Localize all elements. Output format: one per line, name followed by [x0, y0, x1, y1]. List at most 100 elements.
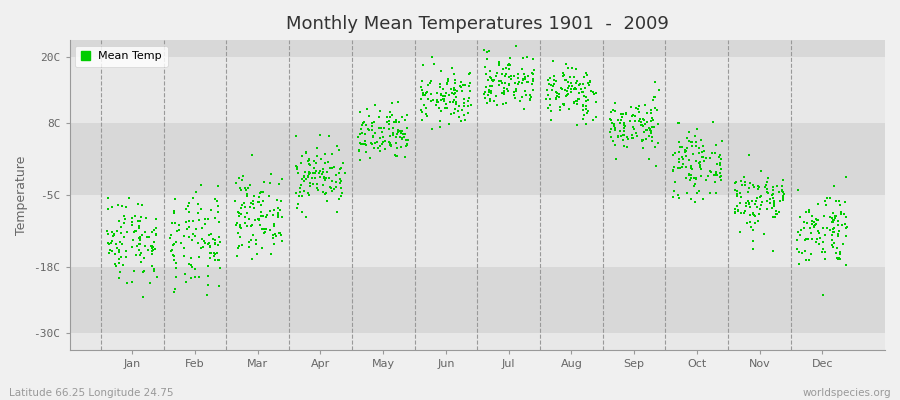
- Point: [740, 220, 754, 226]
- Point: [329, 179, 344, 186]
- Point: [627, 113, 642, 120]
- Point: [766, 184, 780, 190]
- Point: [546, 83, 561, 89]
- Point: [317, 174, 331, 181]
- Point: [504, 76, 518, 82]
- Point: [415, 116, 429, 123]
- Point: [764, 192, 778, 198]
- Point: [329, 208, 344, 215]
- Point: [294, 182, 309, 188]
- Point: [393, 144, 408, 150]
- Point: [188, 266, 202, 272]
- Point: [305, 175, 320, 181]
- Point: [291, 169, 305, 176]
- Point: [512, 79, 526, 86]
- Point: [632, 103, 646, 110]
- Point: [713, 170, 727, 176]
- Point: [114, 230, 129, 236]
- Point: [163, 235, 177, 242]
- Point: [122, 194, 136, 201]
- Point: [805, 213, 819, 220]
- Point: [675, 154, 689, 160]
- Point: [642, 155, 656, 162]
- Point: [518, 106, 532, 112]
- Point: [481, 77, 495, 83]
- Point: [553, 104, 567, 110]
- Point: [775, 183, 789, 190]
- Point: [259, 226, 274, 232]
- Point: [775, 188, 789, 194]
- Point: [837, 211, 851, 218]
- Point: [369, 139, 383, 146]
- Point: [606, 137, 620, 144]
- Point: [289, 163, 303, 169]
- Point: [429, 102, 444, 108]
- Point: [826, 240, 841, 246]
- Point: [208, 257, 222, 263]
- Point: [436, 96, 451, 102]
- Point: [263, 226, 277, 233]
- Point: [804, 251, 818, 258]
- Point: [548, 78, 562, 84]
- Point: [383, 142, 398, 148]
- Point: [806, 221, 820, 227]
- Point: [806, 235, 820, 242]
- Point: [210, 198, 224, 204]
- Point: [234, 205, 248, 211]
- Point: [120, 280, 134, 286]
- Point: [704, 169, 718, 175]
- Point: [674, 164, 688, 171]
- Point: [616, 137, 630, 143]
- Point: [207, 250, 221, 257]
- Point: [647, 78, 662, 85]
- Point: [177, 253, 192, 259]
- Point: [295, 153, 310, 159]
- Text: Latitude 66.25 Longitude 24.75: Latitude 66.25 Longitude 24.75: [9, 388, 174, 398]
- Point: [754, 202, 769, 208]
- Point: [336, 160, 350, 166]
- Point: [574, 89, 589, 95]
- Point: [194, 236, 209, 242]
- Point: [604, 134, 618, 140]
- Point: [616, 132, 631, 138]
- Point: [619, 144, 634, 151]
- Point: [299, 176, 313, 182]
- Point: [697, 148, 711, 154]
- Point: [395, 135, 410, 141]
- Point: [589, 90, 603, 96]
- Point: [212, 238, 227, 245]
- Point: [768, 214, 782, 220]
- Point: [202, 243, 217, 249]
- Point: [247, 192, 261, 199]
- Point: [751, 218, 765, 224]
- Point: [497, 84, 511, 91]
- Point: [713, 160, 727, 166]
- Point: [728, 179, 742, 185]
- Point: [635, 137, 650, 143]
- Point: [760, 198, 774, 204]
- Point: [190, 240, 204, 246]
- Point: [617, 142, 632, 149]
- Point: [416, 62, 430, 68]
- Point: [638, 121, 652, 128]
- Point: [499, 71, 513, 77]
- Point: [792, 248, 806, 255]
- Point: [450, 88, 464, 94]
- Point: [231, 209, 246, 215]
- Point: [833, 251, 848, 257]
- Point: [526, 56, 541, 62]
- Point: [434, 108, 448, 114]
- Point: [561, 91, 575, 97]
- Point: [380, 114, 394, 121]
- Point: [327, 164, 341, 171]
- Point: [147, 239, 161, 245]
- Point: [680, 175, 694, 182]
- Point: [489, 73, 503, 79]
- Point: [520, 79, 535, 85]
- Point: [607, 122, 621, 128]
- Point: [679, 153, 693, 160]
- Point: [544, 82, 558, 88]
- Point: [194, 224, 209, 231]
- Point: [746, 210, 760, 217]
- Point: [561, 84, 575, 91]
